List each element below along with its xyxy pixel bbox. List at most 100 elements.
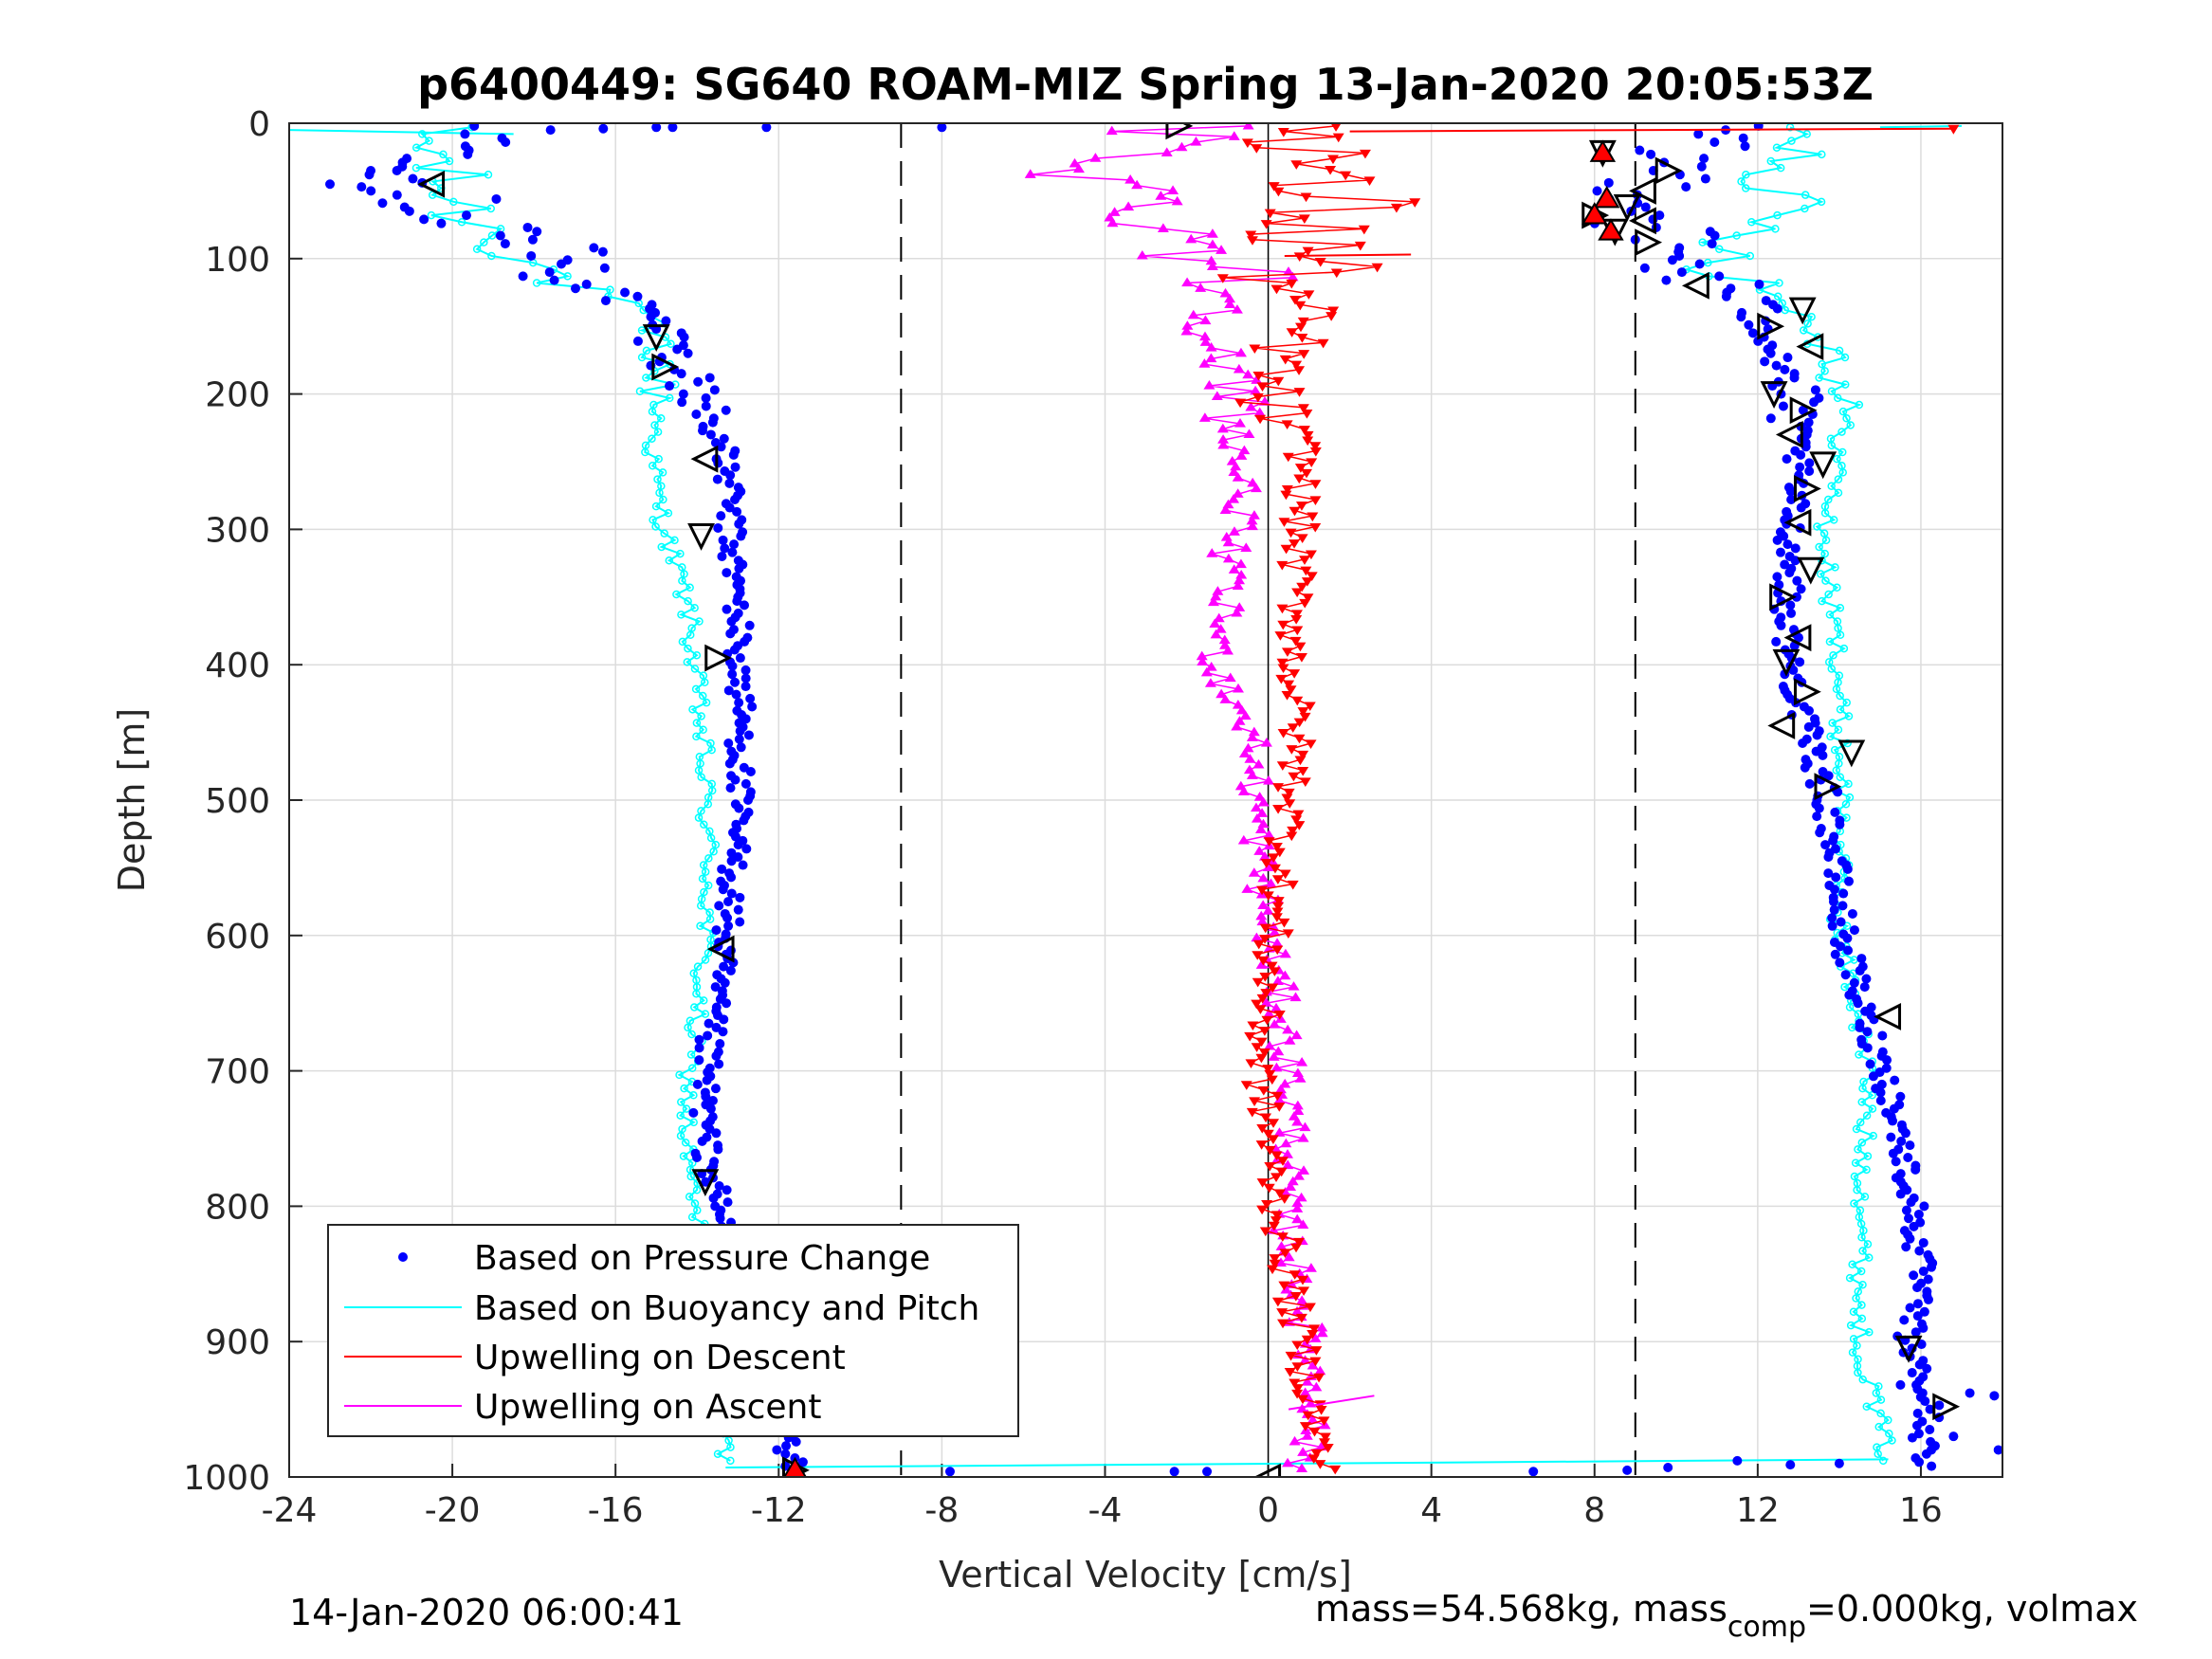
- upwelling-marker: [1291, 1213, 1304, 1224]
- buoyancy-point: [1858, 1280, 1867, 1289]
- upwelling-marker: [1240, 1081, 1252, 1090]
- upwelling-marker: [1257, 900, 1270, 909]
- buoyancy-point: [692, 989, 701, 998]
- event-marker-filled: [783, 1456, 807, 1477]
- upwelling-marker: [1257, 1085, 1270, 1096]
- upwelling-marker: [1276, 658, 1289, 668]
- pressure-dot: [1842, 933, 1853, 943]
- upwelling-marker: [1224, 293, 1236, 303]
- event-marker: [1775, 421, 1803, 448]
- pressure-dot: [739, 815, 749, 826]
- upwelling-marker: [1213, 612, 1225, 623]
- pressure-dot: [743, 795, 754, 805]
- upwelling-marker: [1254, 414, 1267, 425]
- pressure-dot: [1877, 1030, 1888, 1041]
- pressure-dot: [705, 429, 716, 440]
- upwelling-marker: [1301, 1376, 1313, 1386]
- pressure-dot: [1820, 840, 1831, 850]
- upwelling-marker: [1272, 1046, 1285, 1056]
- buoyancy-point: [1853, 1186, 1861, 1194]
- pressure-dot: [722, 604, 732, 614]
- pressure-dot: [1800, 762, 1810, 773]
- y-axis-label: Depth [m]: [111, 708, 153, 893]
- upwelling-marker: [1299, 1422, 1311, 1431]
- buoyancy-point: [1834, 393, 1842, 403]
- upwelling-marker: [1286, 328, 1298, 337]
- upwelling-marker: [1260, 997, 1272, 1007]
- buoyancy-point: [698, 691, 707, 701]
- pressure-dot: [1829, 904, 1839, 915]
- pressure-dot: [1694, 259, 1705, 269]
- upwelling-marker: [1271, 945, 1284, 956]
- upwelling-marker: [1269, 1254, 1281, 1264]
- pressure-dot: [688, 1107, 699, 1118]
- pressure-dot: [1709, 230, 1720, 241]
- upwelling-marker: [1131, 179, 1143, 190]
- pressure-dot: [791, 1436, 801, 1447]
- buoyancy-point: [641, 447, 649, 457]
- pressure-dot: [733, 840, 743, 850]
- buoyancy-point: [1836, 705, 1845, 714]
- buoyancy-point: [1831, 563, 1839, 572]
- buoyancy-point: [439, 150, 448, 159]
- upwelling-marker: [1263, 1008, 1275, 1018]
- buoyancy-point: [1824, 495, 1833, 504]
- pressure-dot: [461, 210, 471, 221]
- buoyancy-point: [1874, 1382, 1883, 1391]
- upwelling-marker: [1180, 325, 1193, 336]
- upwelling-marker: [1271, 913, 1283, 922]
- pressure-dot: [725, 783, 736, 793]
- event-marker: [1654, 156, 1683, 185]
- pressure-dot: [1903, 1152, 1913, 1162]
- pressure-dot: [679, 332, 689, 342]
- upwelling-marker: [1293, 821, 1306, 830]
- buoyancy-point: [1850, 1199, 1858, 1208]
- pressure-dot: [600, 296, 611, 306]
- pressure-dot: [1888, 1116, 1898, 1126]
- pressure-dot: [692, 1079, 703, 1089]
- pressure-dot: [714, 1180, 724, 1191]
- buoyancy-point: [726, 1443, 735, 1451]
- pressure-dot: [740, 673, 751, 684]
- buoyancy-point: [1868, 1104, 1877, 1113]
- upwelling-marker: [1260, 738, 1272, 747]
- buoyancy-point: [1815, 374, 1823, 382]
- buoyancy-point: [667, 339, 675, 349]
- buoyancy-point: [689, 969, 698, 978]
- pressure-dot: [735, 892, 745, 902]
- upwelling-marker: [1289, 992, 1302, 1002]
- upwelling-marker: [1299, 1355, 1311, 1364]
- pressure-dot: [1862, 1027, 1873, 1037]
- upwelling-marker: [1221, 645, 1234, 655]
- buoyancy-point: [449, 197, 458, 207]
- pressure-dot: [1895, 1189, 1906, 1199]
- upwelling-marker: [1309, 447, 1322, 457]
- buoyancy-point: [1742, 171, 1750, 179]
- pressure-dot: [518, 271, 528, 282]
- pressure-dot: [460, 129, 470, 139]
- x-tick-label: 0: [1257, 1491, 1279, 1530]
- buoyancy-point: [655, 488, 664, 498]
- upwelling-marker: [1291, 610, 1304, 619]
- upwelling-marker: [1270, 1216, 1282, 1226]
- pressure-dot: [720, 977, 730, 988]
- upwelling-marker: [1187, 309, 1199, 319]
- buoyancy-point: [701, 867, 710, 876]
- pressure-outlier-dot: [944, 1467, 955, 1477]
- pressure-dot: [676, 369, 686, 379]
- upwelling-marker: [1260, 989, 1272, 998]
- upwelling-marker: [1301, 577, 1313, 587]
- pressure-dot: [717, 551, 727, 561]
- upwelling-marker: [1259, 935, 1271, 944]
- upwelling-marker: [1259, 1227, 1271, 1237]
- buoyancy-point: [1829, 516, 1838, 524]
- upwelling-marker: [1205, 255, 1217, 265]
- upwelling-marker: [1273, 848, 1286, 858]
- buoyancy-point: [677, 1098, 686, 1106]
- pressure-dot: [1786, 608, 1797, 618]
- pressure-dot: [728, 449, 739, 460]
- buoyancy-point: [1776, 163, 1785, 173]
- pressure-dot: [1753, 336, 1764, 346]
- upwelling-marker: [1251, 144, 1263, 154]
- upwelling-marker: [1243, 428, 1255, 439]
